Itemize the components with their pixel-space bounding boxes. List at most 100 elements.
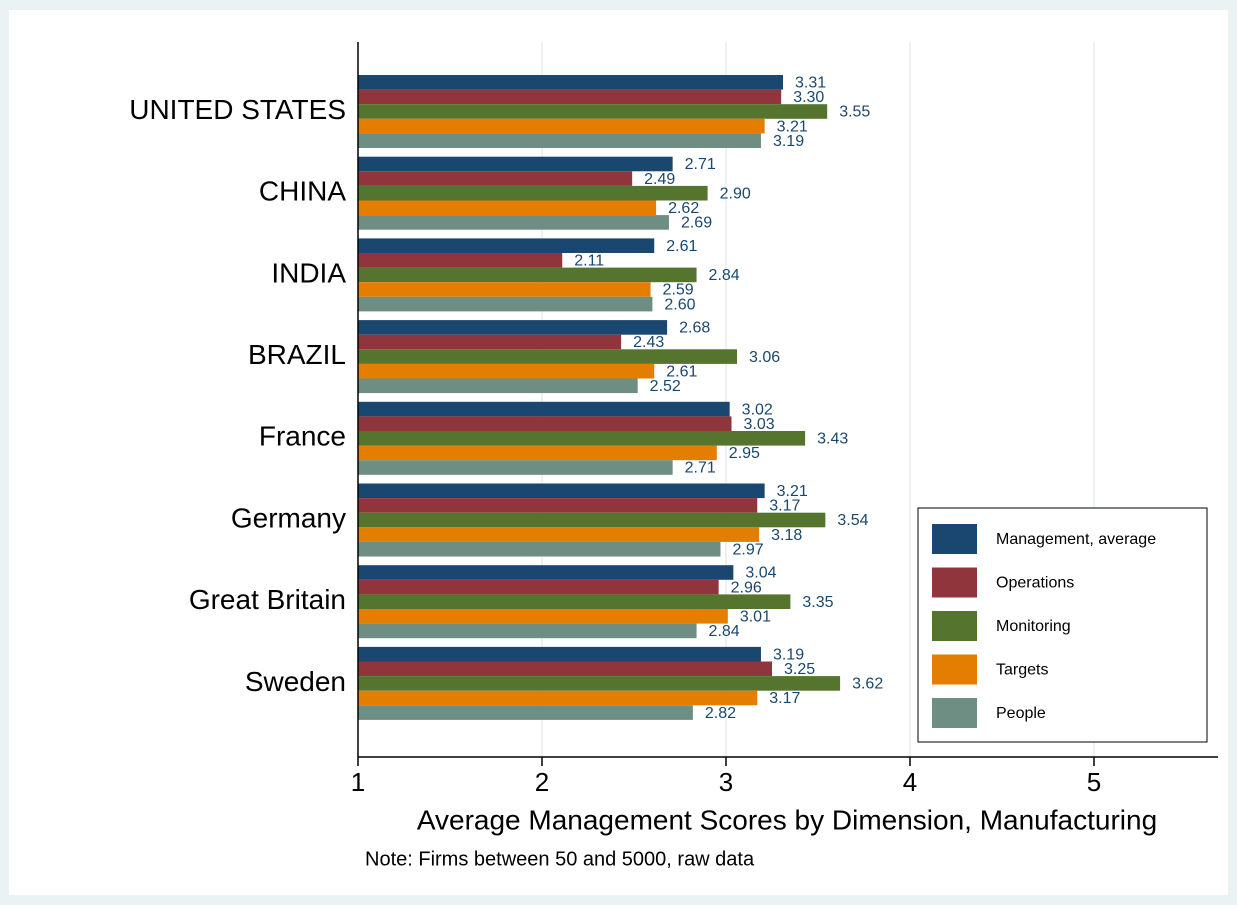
value-label: 3.17 — [769, 498, 800, 515]
value-label: 3.01 — [740, 609, 771, 626]
bar — [358, 296, 653, 312]
value-label: 2.82 — [705, 705, 736, 722]
bar — [358, 498, 758, 513]
value-label: 3.03 — [744, 416, 775, 433]
legend-swatch — [932, 567, 977, 598]
bar — [358, 512, 826, 528]
bar — [358, 238, 655, 253]
bar — [358, 609, 728, 624]
x-tick-label: 5 — [1087, 767, 1101, 797]
bar — [358, 185, 708, 201]
legend-swatch — [932, 698, 977, 728]
bar — [358, 171, 633, 186]
value-label: 2.59 — [663, 282, 694, 299]
bar — [358, 431, 806, 446]
bar — [358, 282, 651, 297]
bar — [358, 690, 758, 706]
bar — [358, 378, 638, 394]
value-label: 2.61 — [666, 363, 697, 380]
x-tick-label: 4 — [903, 767, 917, 797]
value-label: 2.52 — [650, 378, 681, 395]
value-label: 2.68 — [679, 320, 710, 337]
x-tick-label: 2 — [535, 767, 549, 797]
value-label: 3.55 — [839, 104, 870, 121]
value-label: 3.30 — [793, 89, 824, 106]
category-label: Germany — [231, 502, 346, 533]
value-label: 2.84 — [709, 267, 740, 284]
x-axis-title: Average Management Scores by Dimension, … — [417, 804, 1157, 835]
value-label: 2.97 — [732, 541, 763, 558]
bar — [358, 445, 717, 461]
value-label: 3.04 — [745, 565, 776, 582]
bar — [358, 646, 761, 662]
value-label: 2.69 — [681, 215, 712, 232]
bar — [358, 623, 697, 639]
legend-swatch — [932, 524, 977, 554]
value-label: 2.71 — [685, 156, 716, 173]
value-label: 3.06 — [749, 349, 780, 366]
bar — [358, 320, 668, 335]
value-label: 3.02 — [742, 401, 773, 418]
note: Note: Firms between 50 and 5000, raw dat… — [365, 848, 755, 870]
value-label: 3.54 — [837, 512, 868, 529]
legend-swatch — [932, 654, 977, 685]
value-label: 3.19 — [773, 133, 804, 150]
bar — [358, 200, 657, 216]
category-label: Great Britain — [189, 584, 346, 615]
value-label: 3.21 — [777, 483, 808, 500]
category-label: BRAZIL — [248, 339, 346, 370]
value-label: 2.90 — [720, 185, 751, 202]
value-label: 2.49 — [644, 171, 675, 188]
bar — [358, 215, 669, 230]
bar — [358, 676, 841, 691]
value-label: 2.62 — [668, 200, 699, 217]
bar — [358, 527, 760, 542]
bar — [358, 416, 732, 431]
legend-label: Monitoring — [996, 618, 1071, 635]
bar — [358, 253, 563, 268]
category-label: CHINA — [259, 176, 346, 207]
value-label: 2.95 — [729, 445, 760, 462]
value-label: 3.31 — [795, 75, 826, 92]
value-label: 3.17 — [769, 690, 800, 707]
bar — [358, 705, 693, 720]
x-tick-label: 3 — [719, 767, 733, 797]
value-label: 2.71 — [685, 460, 716, 477]
bar — [358, 118, 765, 134]
value-label: 2.61 — [666, 238, 697, 255]
legend-swatch — [932, 611, 977, 641]
x-tick-label: 1 — [351, 767, 365, 797]
bar — [358, 483, 765, 499]
bar — [358, 89, 782, 105]
value-label: 3.21 — [777, 118, 808, 135]
bar — [358, 363, 655, 379]
bar — [358, 401, 730, 417]
value-label: 3.62 — [852, 676, 883, 693]
bar — [358, 75, 784, 90]
value-label: 3.43 — [817, 431, 848, 448]
bar — [358, 594, 791, 609]
value-label: 2.84 — [709, 623, 740, 640]
bar — [358, 133, 761, 148]
bar — [358, 104, 828, 119]
bar — [358, 334, 622, 350]
category-label: Sweden — [245, 666, 346, 697]
value-label: 2.43 — [633, 334, 664, 351]
legend-label: Targets — [996, 662, 1048, 679]
bar — [358, 349, 738, 364]
bar — [358, 541, 721, 557]
value-label: 2.96 — [731, 579, 762, 596]
legend-label: People — [996, 705, 1046, 722]
value-label: 2.11 — [574, 253, 604, 270]
legend-label: Operations — [996, 575, 1074, 592]
bar — [358, 460, 673, 475]
category-label: INDIA — [271, 257, 346, 288]
value-label: 3.19 — [773, 646, 804, 663]
value-label: 3.25 — [784, 661, 815, 678]
value-label: 2.60 — [664, 296, 695, 313]
value-label: 3.18 — [771, 527, 802, 544]
bar — [358, 565, 734, 580]
category-label: UNITED STATES — [129, 94, 346, 125]
bar — [358, 156, 673, 172]
